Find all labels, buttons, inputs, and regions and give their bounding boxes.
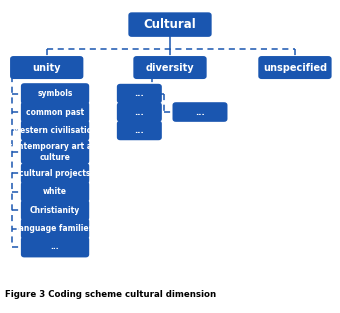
Text: western civilisation: western civilisation	[13, 126, 97, 135]
FancyBboxPatch shape	[21, 83, 89, 104]
FancyBboxPatch shape	[117, 121, 162, 140]
Text: ...: ...	[135, 108, 144, 116]
FancyBboxPatch shape	[21, 237, 89, 257]
FancyBboxPatch shape	[10, 56, 83, 79]
Text: ...: ...	[135, 126, 144, 135]
FancyBboxPatch shape	[172, 102, 227, 122]
Text: white: white	[43, 187, 67, 196]
Text: cultural projects: cultural projects	[19, 169, 91, 178]
Text: ...: ...	[51, 243, 59, 251]
Text: contemporary art and
culture: contemporary art and culture	[7, 142, 103, 162]
Text: symbols: symbols	[37, 89, 73, 98]
Text: language families: language families	[16, 224, 94, 233]
Text: unity: unity	[32, 63, 61, 73]
FancyBboxPatch shape	[117, 84, 162, 103]
FancyBboxPatch shape	[133, 56, 207, 79]
Text: ...: ...	[195, 108, 205, 116]
FancyBboxPatch shape	[21, 140, 89, 164]
FancyBboxPatch shape	[21, 181, 89, 202]
Text: diversity: diversity	[146, 63, 194, 73]
Text: unspecified: unspecified	[263, 63, 327, 73]
FancyBboxPatch shape	[21, 102, 89, 122]
FancyBboxPatch shape	[21, 200, 89, 221]
Text: ...: ...	[135, 89, 144, 98]
FancyBboxPatch shape	[129, 12, 211, 37]
FancyBboxPatch shape	[258, 56, 332, 79]
FancyBboxPatch shape	[21, 120, 89, 141]
FancyBboxPatch shape	[117, 102, 162, 122]
FancyBboxPatch shape	[21, 218, 89, 239]
Text: common past: common past	[26, 108, 84, 116]
Text: Cultural: Cultural	[143, 18, 197, 31]
FancyBboxPatch shape	[21, 163, 89, 184]
Text: Christianity: Christianity	[30, 206, 80, 215]
Text: Figure 3 Coding scheme cultural dimension: Figure 3 Coding scheme cultural dimensio…	[5, 290, 216, 299]
